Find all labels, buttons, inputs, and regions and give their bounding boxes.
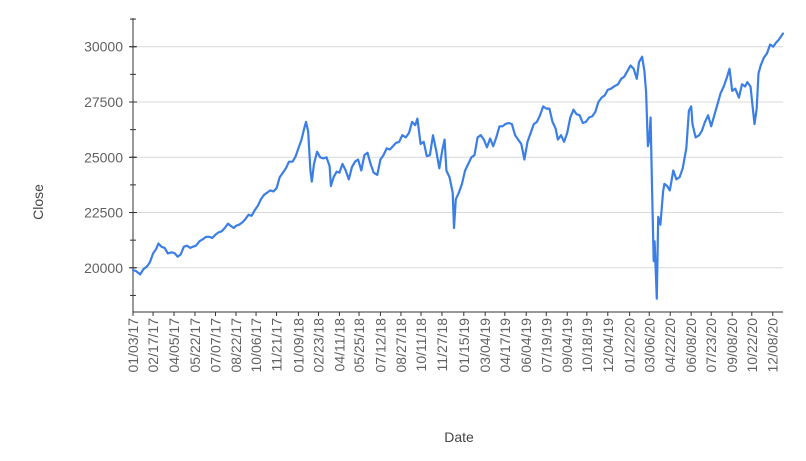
- x-tick-label: 04/05/17: [166, 318, 182, 373]
- grid: [133, 46, 783, 269]
- x-tick-label: 08/27/18: [393, 318, 409, 373]
- x-tick-label: 04/22/20: [662, 318, 678, 373]
- y-tick-label: 25000: [84, 149, 123, 165]
- x-tick-label: 04/17/19: [497, 318, 513, 373]
- x-tick-label: 05/22/17: [187, 318, 203, 373]
- x-tick-label: 11/27/18: [434, 318, 450, 372]
- x-tick-label: 10/22/20: [744, 318, 760, 373]
- x-tick-label: 10/11/18: [413, 318, 429, 372]
- x-tick-label: 11/21/17: [269, 318, 285, 372]
- series-line-close: [131, 32, 785, 300]
- x-tick-label: 05/25/18: [351, 318, 367, 373]
- series-layer: [131, 32, 785, 300]
- x-tick-label: 12/04/19: [600, 318, 616, 373]
- x-tick-label: 01/09/18: [290, 318, 306, 373]
- x-tick-label: 09/04/19: [559, 318, 575, 373]
- x-tick-label: 07/19/19: [538, 318, 554, 373]
- x-tick-label: 07/23/20: [703, 318, 719, 373]
- x-tick-label: 07/12/18: [372, 318, 388, 373]
- x-tick-label: 01/03/17: [125, 318, 141, 373]
- x-tick-label: 09/08/20: [724, 318, 740, 373]
- y-axis: 20000 22500 25000 27500 30000: [84, 18, 137, 312]
- y-tick-label: 22500: [84, 205, 123, 221]
- x-tick-label: 06/04/19: [518, 318, 534, 373]
- x-tick-label: 03/04/19: [477, 318, 493, 373]
- x-tick-label: 08/22/17: [228, 318, 244, 373]
- y-tick-label: 30000: [84, 39, 123, 55]
- x-tick-label: 07/07/17: [207, 318, 223, 373]
- x-axis-title: Date: [444, 429, 474, 445]
- x-tick-label: 03/06/20: [641, 318, 657, 373]
- x-tick-label: 01/22/20: [622, 318, 638, 373]
- x-tick-label: 01/15/19: [456, 318, 472, 373]
- y-tick-label: 20000: [84, 260, 123, 276]
- y-axis-title: Close: [30, 184, 46, 220]
- x-tick-label: 10/18/19: [579, 318, 595, 373]
- x-axis: 01/03/17 02/17/17 04/05/17 05/22/17 07/07/17…: [125, 311, 783, 373]
- x-tick-label: 02/23/18: [310, 318, 326, 373]
- y-tick-label: 27500: [84, 94, 123, 110]
- x-tick-label: 04/11/18: [331, 318, 347, 372]
- x-tick-label: 12/08/20: [765, 318, 781, 373]
- x-tick-label: 06/08/20: [683, 318, 699, 373]
- x-tick-label: 02/17/17: [145, 318, 161, 373]
- x-tick-label: 10/06/17: [248, 318, 264, 373]
